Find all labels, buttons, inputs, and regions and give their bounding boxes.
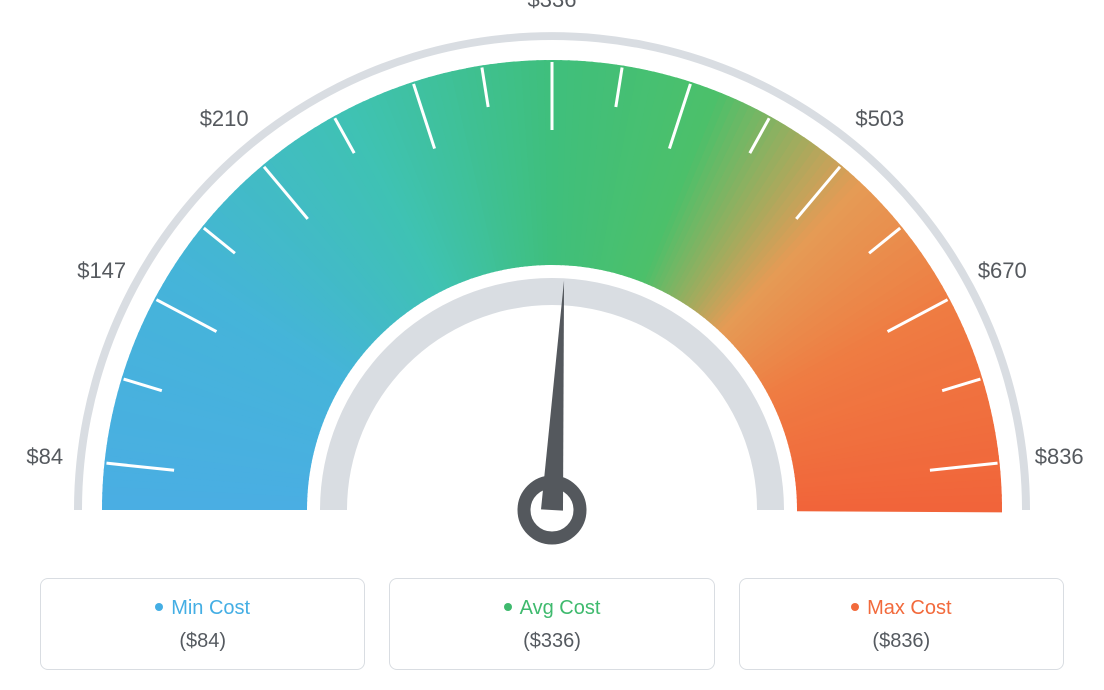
legend-card-avg: Avg Cost ($336) <box>389 578 714 670</box>
dot-icon <box>155 603 163 611</box>
gauge-tick-label: $84 <box>26 444 63 470</box>
legend-max-label: Max Cost <box>867 597 951 619</box>
gauge-tick-label: $503 <box>855 106 904 132</box>
legend-avg-title: Avg Cost <box>400 597 703 620</box>
legend-row: Min Cost ($84) Avg Cost ($336) Max Cost … <box>40 578 1064 670</box>
legend-min-value: ($84) <box>51 630 354 653</box>
legend-max-title: Max Cost <box>750 597 1053 620</box>
gauge-area: $84 $147 $210 $336 $503 $670 $836 <box>0 0 1104 560</box>
legend-min-title: Min Cost <box>51 597 354 620</box>
legend-avg-value: ($336) <box>400 630 703 653</box>
gauge-tick-label: $670 <box>978 258 1027 284</box>
legend-max-value: ($836) <box>750 630 1053 653</box>
gauge-tick-label: $836 <box>1035 444 1084 470</box>
dot-icon <box>504 603 512 611</box>
legend-avg-label: Avg Cost <box>520 597 601 619</box>
gauge-svg <box>0 0 1104 560</box>
legend-card-min: Min Cost ($84) <box>40 578 365 670</box>
legend-min-label: Min Cost <box>171 597 250 619</box>
gauge-tick-label: $147 <box>77 258 126 284</box>
gauge-tick-label: $210 <box>200 106 249 132</box>
gauge-tick-label: $336 <box>528 0 577 13</box>
dot-icon <box>851 603 859 611</box>
legend-card-max: Max Cost ($836) <box>739 578 1064 670</box>
cost-gauge-widget: $84 $147 $210 $336 $503 $670 $836 Min Cost ($8… <box>0 0 1104 690</box>
